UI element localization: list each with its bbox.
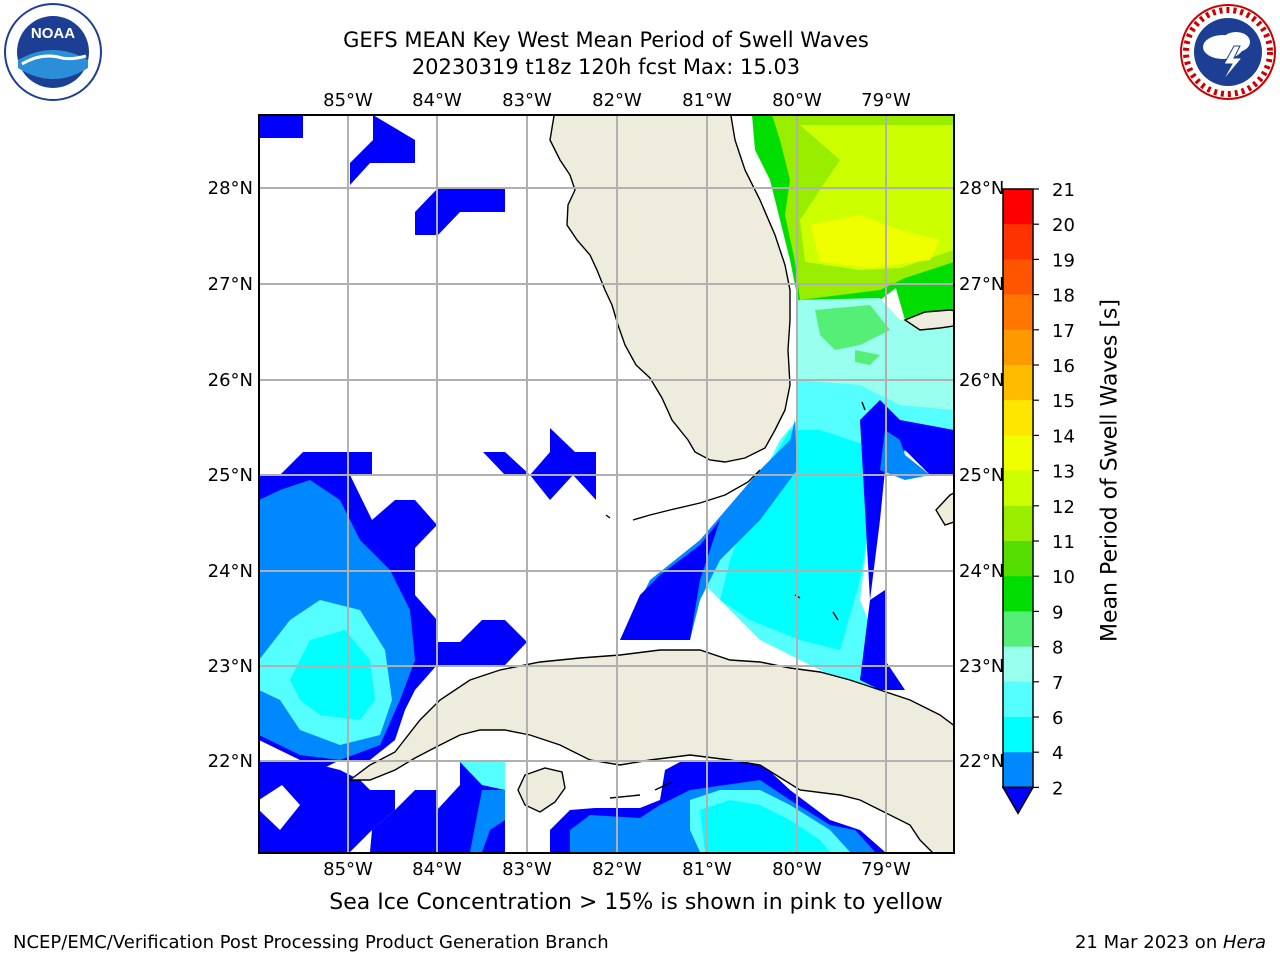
- cuba-land: [347, 649, 954, 853]
- lat-label: 22°N: [959, 751, 1004, 772]
- colorbar-segment: [1003, 365, 1033, 401]
- colorbar-tick-label: 12: [1052, 497, 1075, 518]
- colorbar-segment: [1003, 329, 1033, 366]
- colorbar-tick-label: 16: [1052, 356, 1075, 377]
- colorbar-segment: [1003, 435, 1033, 472]
- colorbar-tick-label: 9: [1052, 602, 1063, 623]
- nws-logo: [1180, 4, 1276, 100]
- colorbar-tick-label: 4: [1052, 743, 1063, 764]
- lon-labels-top: 85°W 84°W 83°W 82°W 81°W 80°W 79°W: [323, 90, 911, 111]
- lon-label: 82°W: [592, 90, 642, 111]
- colorbar-segment: [1003, 294, 1033, 331]
- colorbar-tick-label: 18: [1052, 286, 1075, 307]
- lat-label: 23°N: [959, 656, 1004, 677]
- colorbar-segment: [1003, 224, 1033, 260]
- lon-label: 85°W: [323, 859, 373, 880]
- lon-label: 81°W: [682, 859, 732, 880]
- lon-label: 79°W: [861, 90, 911, 111]
- map-frame: [258, 114, 955, 854]
- lat-label: 26°N: [959, 370, 1004, 391]
- lon-label: 81°W: [682, 90, 732, 111]
- title-line-1: GEFS MEAN Key West Mean Period of Swell …: [343, 28, 869, 52]
- bahamas-land: [903, 309, 954, 331]
- lat-label: 26°N: [208, 370, 253, 391]
- colorbar-segment: [1003, 470, 1033, 507]
- swell-period-contours: [259, 115, 954, 852]
- noaa-logo: NOAA: [4, 3, 102, 101]
- colorbar-frame: [1002, 188, 1034, 789]
- lon-label: 80°W: [772, 90, 822, 111]
- colorbar-segment: [1003, 681, 1033, 718]
- colorbar-segment: [1003, 646, 1033, 683]
- colorbar-segment: [1003, 576, 1033, 612]
- lat-labels-left: 28°N 27°N 26°N 25°N 24°N 23°N 22°N: [208, 178, 253, 772]
- colorbar-tick-label: 19: [1052, 250, 1075, 271]
- title-line-2: 20230319 t18z 120h fcst Max: 15.03: [411, 55, 801, 79]
- lat-label: 24°N: [959, 561, 1004, 582]
- colorbar-tick-label: 2: [1052, 778, 1063, 799]
- isla-juventud-land: [517, 767, 566, 813]
- colorbar-segment: [1003, 400, 1033, 436]
- lat-label: 22°N: [208, 751, 253, 772]
- small-islands: [605, 401, 866, 799]
- colorbar-tick-label: 15: [1052, 391, 1075, 412]
- map-grid: [259, 115, 954, 853]
- map-plot-area: [259, 115, 954, 853]
- lon-label: 79°W: [861, 859, 911, 880]
- colorbar-tick-label: 21: [1052, 180, 1075, 201]
- colorbar-tick-label: 10: [1052, 567, 1075, 588]
- lat-label: 24°N: [208, 561, 253, 582]
- lat-label: 25°N: [959, 465, 1004, 486]
- colorbar-tick-label: 13: [1052, 462, 1075, 483]
- colorbar-tick-label: 20: [1052, 215, 1075, 236]
- colorbar-extend-triangle: [1001, 786, 1035, 815]
- lon-label: 83°W: [502, 859, 552, 880]
- lon-labels-bottom: 85°W 84°W 83°W 82°W 81°W 80°W 79°W: [323, 859, 911, 880]
- lon-label: 85°W: [323, 90, 373, 111]
- colorbar-segment: [1003, 259, 1033, 296]
- colorbar-tick-label: 17: [1052, 321, 1075, 342]
- lat-label: 28°N: [208, 178, 253, 199]
- colorbar-segment: [1003, 541, 1033, 577]
- lat-label: 23°N: [208, 656, 253, 677]
- colorbar-segment: [1003, 717, 1033, 753]
- land-masses: [347, 115, 954, 853]
- sea-ice-caption: Sea Ice Concentration > 15% is shown in …: [329, 890, 943, 915]
- lat-label: 27°N: [208, 274, 253, 295]
- footer-date: 21 Mar 2023 on Hera: [1075, 932, 1266, 953]
- lon-label: 84°W: [412, 859, 462, 880]
- colorbar-label: Mean Period of Swell Waves [s]: [1097, 299, 1123, 642]
- footer-machine: Hera: [1222, 932, 1266, 953]
- lon-label: 80°W: [772, 859, 822, 880]
- colorbar-segment: [1003, 189, 1033, 225]
- lat-label: 25°N: [208, 465, 253, 486]
- andros-land: [935, 492, 954, 526]
- footer-credit: NCEP/EMC/Verification Post Processing Pr…: [13, 932, 609, 953]
- lon-label: 82°W: [592, 859, 642, 880]
- colorbar-tick-label: 11: [1052, 532, 1075, 553]
- colorbar-tick-label: 8: [1052, 638, 1063, 659]
- colorbar-tick-label: 14: [1052, 426, 1075, 447]
- florida-land: [549, 115, 791, 463]
- colorbar-segment: [1003, 752, 1033, 788]
- lat-labels-right: 28°N 27°N 26°N 25°N 24°N 23°N 22°N: [959, 178, 1004, 772]
- footer-date-text: 21 Mar 2023 on: [1074, 932, 1223, 953]
- lat-label: 28°N: [959, 178, 1004, 199]
- colorbar-segment: [1003, 505, 1033, 542]
- colorbar-tick-label: 7: [1052, 673, 1063, 694]
- lon-label: 83°W: [502, 90, 552, 111]
- colorbar-tick-label: 6: [1052, 708, 1063, 729]
- noaa-logo-text: NOAA: [31, 25, 75, 42]
- lat-label: 27°N: [959, 274, 1004, 295]
- lon-label: 84°W: [412, 90, 462, 111]
- colorbar: 21 20 19 18 17 16 15 14 13 12 11 10 9 8 7 6 4 2: [1001, 180, 1075, 815]
- colorbar-segment: [1003, 611, 1033, 648]
